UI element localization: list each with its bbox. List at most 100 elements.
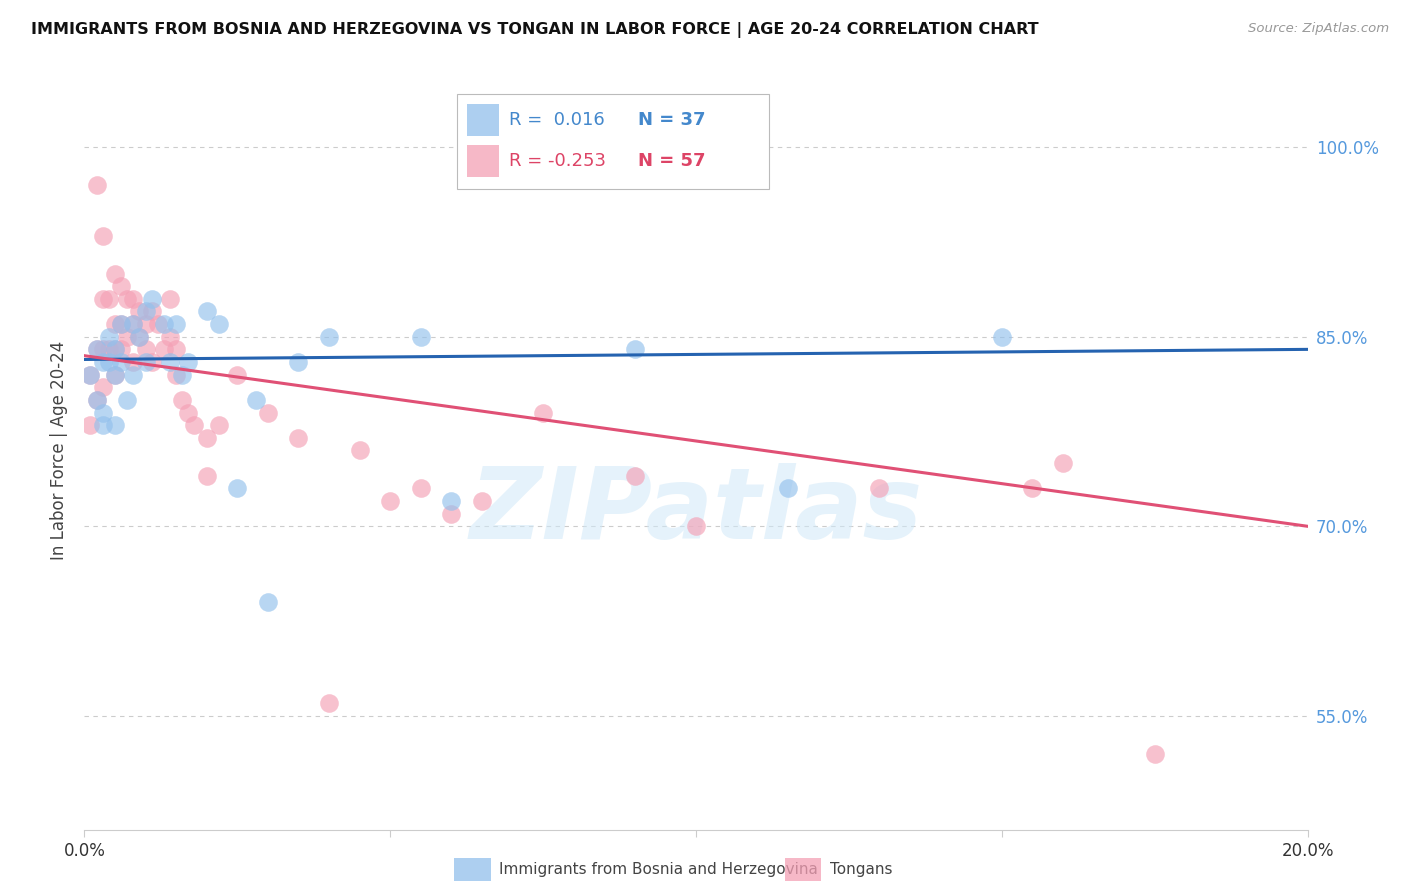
Point bbox=[97, 355, 120, 369]
Point bbox=[195, 431, 218, 445]
Point bbox=[104, 267, 127, 281]
Text: R = -0.253: R = -0.253 bbox=[509, 152, 606, 169]
Point bbox=[153, 317, 176, 331]
Point bbox=[110, 355, 132, 369]
Point bbox=[91, 405, 114, 419]
Point bbox=[79, 368, 101, 382]
Point bbox=[115, 329, 138, 343]
Point bbox=[685, 519, 707, 533]
Point bbox=[380, 494, 402, 508]
Point bbox=[172, 368, 194, 382]
Point bbox=[104, 368, 127, 382]
FancyBboxPatch shape bbox=[467, 104, 499, 136]
Point bbox=[86, 392, 108, 407]
Point bbox=[318, 329, 340, 343]
Point bbox=[128, 329, 150, 343]
Point bbox=[245, 392, 267, 407]
Point bbox=[86, 392, 108, 407]
Point bbox=[195, 468, 218, 483]
Point bbox=[172, 392, 194, 407]
Point bbox=[159, 329, 181, 343]
Text: Tongans: Tongans bbox=[830, 863, 891, 877]
Point bbox=[531, 405, 554, 419]
Point bbox=[91, 418, 114, 433]
Point bbox=[624, 343, 647, 357]
Point bbox=[153, 343, 176, 357]
Point bbox=[128, 329, 150, 343]
Text: Immigrants from Bosnia and Herzegovina: Immigrants from Bosnia and Herzegovina bbox=[499, 863, 818, 877]
Point bbox=[104, 418, 127, 433]
Point bbox=[141, 355, 163, 369]
Point bbox=[86, 178, 108, 193]
Point bbox=[287, 355, 309, 369]
Point bbox=[91, 228, 114, 243]
Point bbox=[110, 317, 132, 331]
Point bbox=[869, 482, 891, 496]
Point bbox=[141, 304, 163, 318]
Point bbox=[91, 343, 114, 357]
Point bbox=[165, 343, 187, 357]
Point bbox=[146, 317, 169, 331]
Point bbox=[195, 304, 218, 318]
Point bbox=[122, 355, 145, 369]
Point bbox=[135, 304, 157, 318]
Point bbox=[257, 595, 280, 609]
Point bbox=[91, 292, 114, 306]
Point bbox=[159, 292, 181, 306]
Point bbox=[79, 368, 101, 382]
Point bbox=[86, 343, 108, 357]
Point bbox=[86, 343, 108, 357]
Point bbox=[122, 317, 145, 331]
Point bbox=[91, 380, 114, 394]
Point bbox=[318, 696, 340, 710]
Point bbox=[122, 292, 145, 306]
Point bbox=[135, 317, 157, 331]
Point bbox=[409, 482, 432, 496]
Point bbox=[110, 317, 132, 331]
Point bbox=[141, 292, 163, 306]
Point bbox=[122, 368, 145, 382]
Y-axis label: In Labor Force | Age 20-24: In Labor Force | Age 20-24 bbox=[49, 341, 67, 560]
Point bbox=[97, 343, 120, 357]
Point bbox=[165, 317, 187, 331]
Point bbox=[349, 443, 371, 458]
Point bbox=[440, 494, 463, 508]
Point bbox=[440, 507, 463, 521]
FancyBboxPatch shape bbox=[467, 145, 499, 177]
Point bbox=[1021, 482, 1043, 496]
Point bbox=[208, 418, 231, 433]
Point bbox=[97, 292, 120, 306]
Point bbox=[104, 343, 127, 357]
Point bbox=[257, 405, 280, 419]
Point bbox=[104, 343, 127, 357]
Point bbox=[226, 482, 249, 496]
Text: ZIPatlas: ZIPatlas bbox=[470, 463, 922, 559]
Point bbox=[91, 355, 114, 369]
Text: IMMIGRANTS FROM BOSNIA AND HERZEGOVINA VS TONGAN IN LABOR FORCE | AGE 20-24 CORR: IMMIGRANTS FROM BOSNIA AND HERZEGOVINA V… bbox=[31, 22, 1039, 38]
Point bbox=[115, 392, 138, 407]
Point bbox=[122, 317, 145, 331]
Point bbox=[471, 494, 494, 508]
Text: N = 57: N = 57 bbox=[638, 152, 706, 169]
Point bbox=[104, 368, 127, 382]
Point bbox=[115, 292, 138, 306]
Text: Source: ZipAtlas.com: Source: ZipAtlas.com bbox=[1249, 22, 1389, 36]
FancyBboxPatch shape bbox=[457, 95, 769, 189]
Point bbox=[1052, 456, 1074, 470]
Point bbox=[128, 304, 150, 318]
Point bbox=[110, 343, 132, 357]
Point bbox=[159, 355, 181, 369]
Text: R =  0.016: R = 0.016 bbox=[509, 111, 605, 128]
Point bbox=[409, 329, 432, 343]
Point bbox=[287, 431, 309, 445]
Point bbox=[97, 329, 120, 343]
Point bbox=[991, 329, 1014, 343]
Point bbox=[183, 418, 205, 433]
Point bbox=[79, 418, 101, 433]
Point bbox=[208, 317, 231, 331]
Point bbox=[104, 317, 127, 331]
Point bbox=[624, 468, 647, 483]
Point bbox=[135, 355, 157, 369]
Point bbox=[110, 279, 132, 293]
Point bbox=[776, 482, 799, 496]
